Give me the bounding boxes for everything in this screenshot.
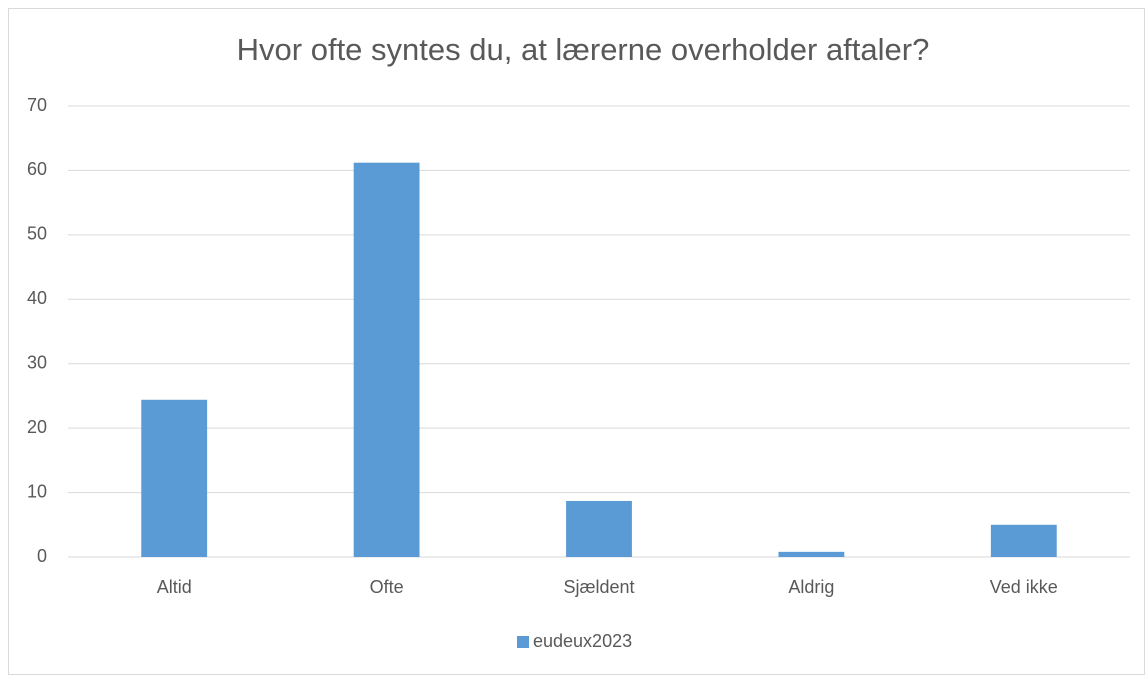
y-tick-label: 70: [27, 95, 47, 115]
y-tick-label: 0: [37, 546, 47, 566]
legend-swatch: [517, 636, 529, 648]
chart-frame: [8, 8, 1145, 675]
x-tick-label: Ved ikke: [990, 577, 1058, 597]
x-tick-label: Ofte: [370, 577, 404, 597]
y-tick-label: 60: [27, 159, 47, 179]
x-tick-label: Aldrig: [788, 577, 834, 597]
bar: [778, 551, 845, 557]
y-tick-label: 50: [27, 224, 47, 244]
y-tick-label: 40: [27, 288, 47, 308]
legend-label: eudeux2023: [533, 631, 632, 651]
x-tick-label: Sjældent: [563, 577, 634, 597]
y-tick-label: 30: [27, 352, 47, 372]
y-tick-label: 10: [27, 481, 47, 501]
bar: [990, 524, 1057, 557]
bar: [566, 500, 632, 557]
x-tick-label: Altid: [157, 577, 192, 597]
bar: [353, 162, 420, 557]
y-tick-label: 20: [27, 417, 47, 437]
chart-title: Hvor ofte syntes du, at lærerne overhold…: [237, 32, 930, 67]
bar: [141, 399, 208, 557]
